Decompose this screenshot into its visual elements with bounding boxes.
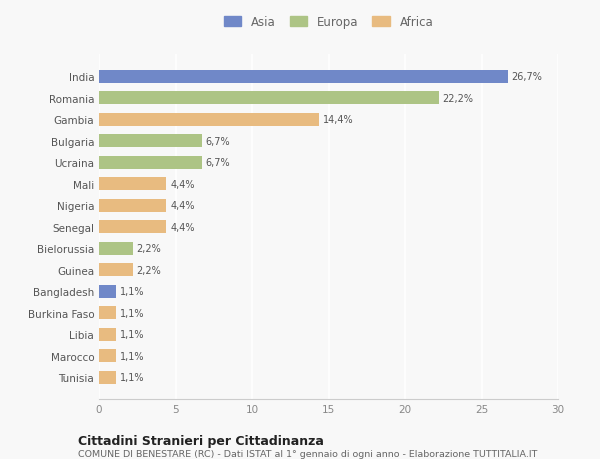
Bar [99, 328, 116, 341]
Text: 6,7%: 6,7% [205, 158, 230, 168]
Text: 1,1%: 1,1% [119, 372, 144, 382]
Text: 6,7%: 6,7% [205, 136, 230, 146]
Bar [99, 135, 202, 148]
Text: 22,2%: 22,2% [442, 94, 473, 104]
Bar [99, 199, 166, 212]
Bar [99, 263, 133, 276]
Text: 26,7%: 26,7% [511, 72, 542, 82]
Bar [99, 71, 508, 84]
Bar [99, 157, 202, 169]
Text: 4,4%: 4,4% [170, 201, 194, 211]
Text: 4,4%: 4,4% [170, 222, 194, 232]
Bar [99, 349, 116, 362]
Legend: Asia, Europa, Africa: Asia, Europa, Africa [220, 13, 437, 33]
Bar [99, 242, 133, 255]
Text: 2,2%: 2,2% [136, 244, 161, 254]
Text: 1,1%: 1,1% [119, 286, 144, 297]
Bar [99, 92, 439, 105]
Bar [99, 371, 116, 384]
Bar [99, 113, 319, 127]
Bar [99, 307, 116, 319]
Text: 1,1%: 1,1% [119, 351, 144, 361]
Text: 2,2%: 2,2% [136, 265, 161, 275]
Text: 1,1%: 1,1% [119, 308, 144, 318]
Text: 14,4%: 14,4% [323, 115, 354, 125]
Text: 1,1%: 1,1% [119, 330, 144, 339]
Text: COMUNE DI BENESTARE (RC) - Dati ISTAT al 1° gennaio di ogni anno - Elaborazione : COMUNE DI BENESTARE (RC) - Dati ISTAT al… [78, 449, 538, 458]
Bar [99, 178, 166, 191]
Text: Cittadini Stranieri per Cittadinanza: Cittadini Stranieri per Cittadinanza [78, 434, 324, 447]
Bar [99, 285, 116, 298]
Text: 4,4%: 4,4% [170, 179, 194, 189]
Bar [99, 221, 166, 234]
